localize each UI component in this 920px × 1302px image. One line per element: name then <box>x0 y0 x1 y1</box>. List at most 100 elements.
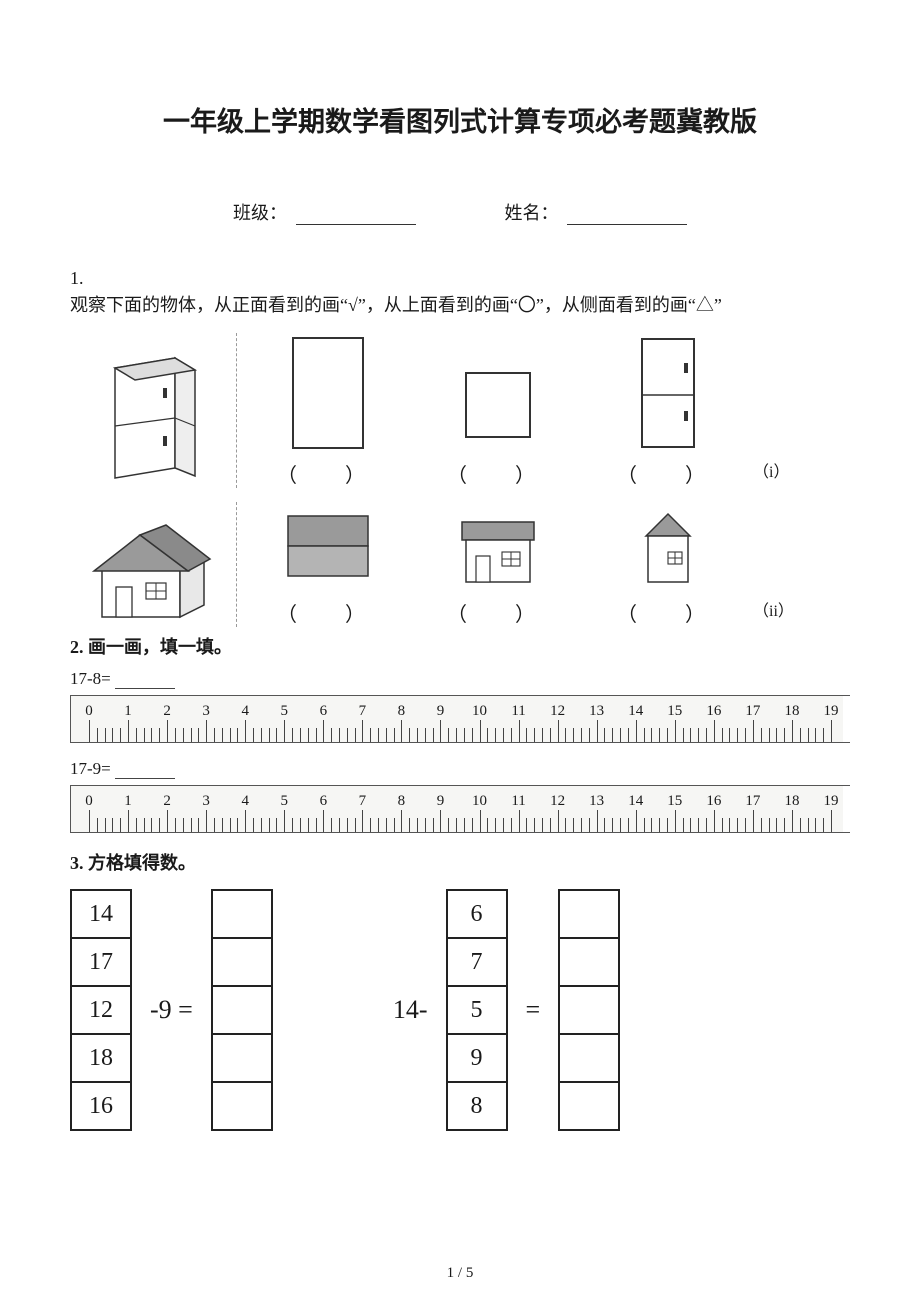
ruler-tick-label: 4 <box>241 703 249 720</box>
ruler-tick-label: 9 <box>437 793 445 810</box>
name-blank[interactable] <box>567 206 687 225</box>
separator <box>236 333 237 488</box>
ruler-tick-label: 18 <box>784 793 799 810</box>
q1-num: 1. <box>70 268 84 288</box>
q2-eq2-text: 17-9= <box>70 759 111 778</box>
separator <box>236 502 237 627</box>
answer-cell[interactable] <box>212 986 272 1034</box>
ruler-tick-label: 13 <box>589 793 604 810</box>
answer-paren[interactable]: （ ） <box>277 459 379 488</box>
value-cell: 8 <box>447 1082 507 1130</box>
ruler-tick-label: 12 <box>550 703 565 720</box>
value-cell: 9 <box>447 1034 507 1082</box>
ruler-tick-label: 3 <box>202 703 210 720</box>
class-blank[interactable] <box>296 206 416 225</box>
q2-eq2-blank[interactable] <box>115 762 175 779</box>
ruler-tick-label: 16 <box>706 793 721 810</box>
q1: 1. 观察下面的物体，从正面看到的画“√”，从上面看到的画“〇”，从侧面看到的画… <box>70 265 850 319</box>
q3-right-inputs: 67598 <box>446 889 508 1131</box>
ruler-tick-label: 14 <box>628 793 643 810</box>
answer-paren[interactable]: （ ） <box>447 459 549 488</box>
value-cell: 7 <box>447 938 507 986</box>
page-number: 1 / 5 <box>0 1265 920 1282</box>
ruler-tick-label: 10 <box>472 703 487 720</box>
answer-cell[interactable] <box>559 938 619 986</box>
q1-row-1: （ ） （ ） （ ） （i） <box>70 333 850 488</box>
answer-cell[interactable] <box>212 1082 272 1130</box>
q1-view-cabinet-front: （ ） <box>583 333 753 488</box>
q3-right-op: = <box>526 995 541 1025</box>
student-fields: 班级： 姓名： <box>70 199 850 225</box>
q3-left-outputs[interactable] <box>211 889 273 1131</box>
q1-row2-label: （ii） <box>753 597 823 627</box>
q2-eq1-blank[interactable] <box>115 672 175 689</box>
page-title: 一年级上学期数学看图列式计算专项必考题冀教版 <box>70 100 850 139</box>
ruler-tick-label: 11 <box>511 703 525 720</box>
ruler-2: 012345678910111213141516171819 <box>70 785 850 833</box>
q1-house-side: （ ） <box>583 502 753 627</box>
ruler-tick-label: 15 <box>667 793 682 810</box>
q3-right-outputs[interactable] <box>558 889 620 1131</box>
answer-cell[interactable] <box>212 1034 272 1082</box>
ruler-tick-label: 19 <box>824 703 839 720</box>
ruler-tick-label: 2 <box>163 793 171 810</box>
ruler-tick-label: 4 <box>241 793 249 810</box>
ruler-tick-label: 7 <box>359 793 367 810</box>
ruler-tick-label: 17 <box>745 793 760 810</box>
ruler-tick-label: 13 <box>589 703 604 720</box>
q1-cabinet-3d <box>70 348 230 488</box>
ruler-tick-label: 15 <box>667 703 682 720</box>
q3-right: 14- 67598 = <box>393 889 620 1131</box>
q3-right-prefix: 14- <box>393 995 428 1025</box>
answer-cell[interactable] <box>559 1034 619 1082</box>
ruler-tick-label: 11 <box>511 793 525 810</box>
answer-cell[interactable] <box>212 938 272 986</box>
ruler-tick-label: 1 <box>124 793 132 810</box>
answer-paren[interactable]: （ ） <box>447 598 549 627</box>
q1-house-3d <box>70 517 230 627</box>
answer-cell[interactable] <box>212 890 272 938</box>
answer-paren[interactable]: （ ） <box>277 598 379 627</box>
ruler-tick-label: 17 <box>745 703 760 720</box>
ruler-tick-label: 8 <box>398 793 406 810</box>
q2-head: 2. 画一画，填一填。 <box>70 633 850 659</box>
ruler-tick-label: 5 <box>281 703 289 720</box>
ruler-tick-label: 3 <box>202 793 210 810</box>
answer-cell[interactable] <box>559 986 619 1034</box>
ruler-tick-label: 10 <box>472 793 487 810</box>
q1-view-square: （ ） <box>413 333 583 488</box>
value-cell: 18 <box>71 1034 131 1082</box>
worksheet-page: 一年级上学期数学看图列式计算专项必考题冀教版 班级： 姓名： 1. 观察下面的物… <box>0 0 920 1302</box>
ruler-tick-label: 0 <box>85 793 93 810</box>
q3-left-inputs: 1417121816 <box>70 889 132 1131</box>
value-cell: 14 <box>71 890 131 938</box>
answer-cell[interactable] <box>559 1082 619 1130</box>
answer-paren[interactable]: （ ） <box>617 598 719 627</box>
ruler-tick-label: 2 <box>163 703 171 720</box>
ruler-tick-label: 8 <box>398 703 406 720</box>
class-label: 班级： <box>233 203 287 223</box>
answer-paren[interactable]: （ ） <box>617 459 719 488</box>
value-cell: 6 <box>447 890 507 938</box>
value-cell: 16 <box>71 1082 131 1130</box>
ruler-1: 012345678910111213141516171819 <box>70 695 850 743</box>
q1-house-front: （ ） <box>413 502 583 627</box>
value-cell: 12 <box>71 986 131 1034</box>
q1-row-2: （ ） （ ） （ ） （ii） <box>70 502 850 627</box>
q2-eq1-text: 17-8= <box>70 669 111 688</box>
q2-eq2: 17-9= <box>70 759 850 779</box>
ruler-tick-label: 16 <box>706 703 721 720</box>
ruler-tick-label: 9 <box>437 703 445 720</box>
answer-cell[interactable] <box>559 890 619 938</box>
ruler-tick-label: 6 <box>320 703 328 720</box>
q3-left: 1417121816 -9 = <box>70 889 273 1131</box>
ruler-tick-label: 14 <box>628 703 643 720</box>
ruler-tick-label: 18 <box>784 703 799 720</box>
q3-head: 3. 方格填得数。 <box>70 849 850 875</box>
ruler-tick-label: 19 <box>824 793 839 810</box>
ruler-tick-label: 0 <box>85 703 93 720</box>
value-cell: 5 <box>447 986 507 1034</box>
ruler-tick-label: 1 <box>124 703 132 720</box>
ruler-tick-label: 6 <box>320 793 328 810</box>
ruler-tick-label: 5 <box>281 793 289 810</box>
